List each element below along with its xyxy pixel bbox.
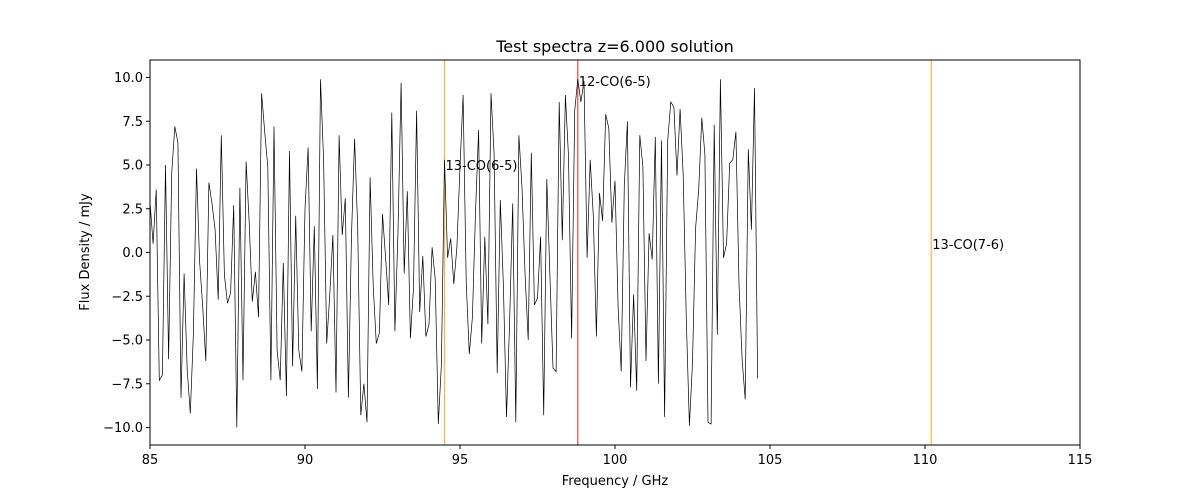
x-tick-label: 115 xyxy=(1068,453,1093,468)
y-tick-label: −7.5 xyxy=(111,377,143,392)
x-tick-label: 95 xyxy=(452,453,469,468)
y-tick-label: 10.0 xyxy=(114,71,143,86)
x-axis-label: Frequency / GHz xyxy=(562,474,669,489)
x-tick-label: 110 xyxy=(913,453,938,468)
x-tick-label: 90 xyxy=(297,453,314,468)
transition-label: 13-CO(7-6) xyxy=(932,238,1004,253)
x-tick-label: 105 xyxy=(758,453,783,468)
y-tick-label: 5.0 xyxy=(122,159,143,174)
x-tick-label: 85 xyxy=(142,453,159,468)
transition-label: 12-CO(6-5) xyxy=(579,75,651,90)
x-tick-label: 100 xyxy=(603,453,628,468)
y-tick-label: 2.5 xyxy=(122,202,143,217)
spectrum-line xyxy=(149,79,758,428)
y-tick-label: −5.0 xyxy=(111,334,143,349)
transition-label: 13-CO(6-5) xyxy=(446,159,518,174)
y-axis-label: Flux Density / mJy xyxy=(78,193,93,311)
y-tick-label: −10.0 xyxy=(103,421,143,436)
y-tick-label: 0.0 xyxy=(122,246,143,261)
y-tick-label: −2.5 xyxy=(111,290,143,305)
chart-title: Test spectra z=6.000 solution xyxy=(495,37,734,56)
y-tick-label: 7.5 xyxy=(122,115,143,130)
plot-area: 13-CO(6-5) 12-CO(6-5) 13-CO(7-6) 85 90 95 100 1… xyxy=(103,59,1093,468)
